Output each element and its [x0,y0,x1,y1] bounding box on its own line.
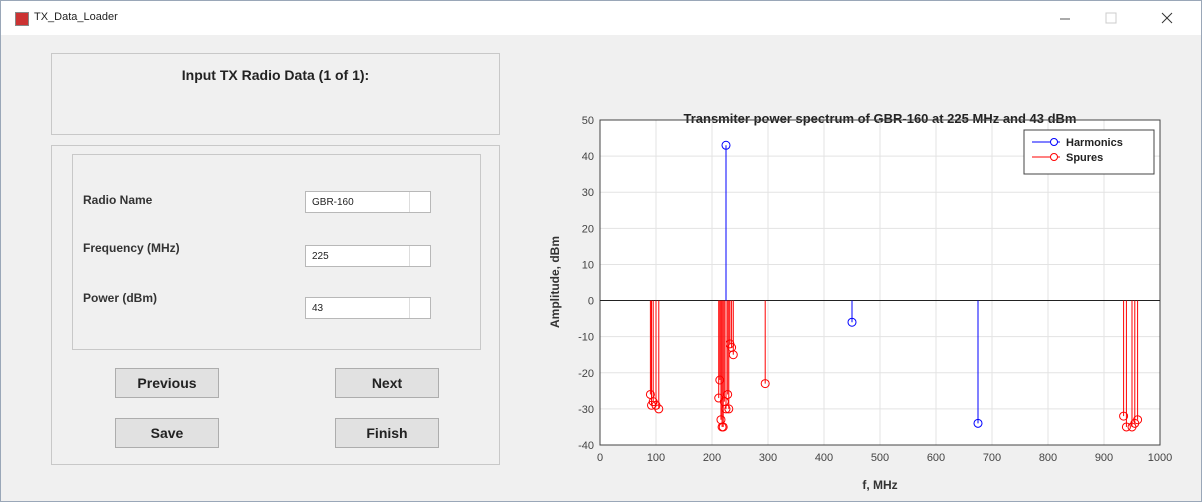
stem-marker [724,404,734,414]
legend-label: Spures [1066,152,1103,164]
save-button[interactable]: Save [115,418,219,448]
stem [721,140,731,301]
stem [847,300,857,327]
chart: Transmiter power spectrum of GBR-160 at … [548,111,1172,492]
legend-marker [1050,153,1058,161]
y-tick-label: 0 [588,296,594,308]
x-tick-label: 800 [1039,452,1057,464]
x-tick-label: 300 [759,452,777,464]
form-panel: Radio Name GBR-160 Frequency (MHz) 225 P… [51,145,500,465]
y-axis-label: Amplitude, dBm [548,236,562,328]
title-bar: TX_Data_Loader [1,1,1201,35]
dropdown[interactable]: GBR-160 [305,191,431,213]
stem-marker [727,343,737,352]
next-button[interactable]: Next [335,368,439,398]
x-tick-label: 600 [927,452,945,464]
dropdown-value: 225 [312,251,329,262]
stem-marker [721,404,731,414]
stem-marker [1119,411,1129,421]
chart-title: Transmiter power spectrum of GBR-160 at … [684,111,1077,126]
stem [1119,300,1129,421]
x-tick-label: 100 [647,452,665,464]
fields-box: Radio Name GBR-160 Frequency (MHz) 225 P… [72,154,481,350]
y-tick-label: -30 [578,404,594,416]
field-label: Radio Name [83,193,153,207]
stem [1121,300,1131,432]
y-tick-label: -10 [578,332,594,344]
stem-marker [723,389,733,399]
legend-label: Harmonics [1066,137,1123,149]
maximize-button[interactable] [1101,9,1121,27]
previous-button[interactable]: Previous [115,368,219,398]
panel-title: Input TX Radio Data (1 of 1): [181,67,370,83]
dropdown[interactable]: 43 [305,297,431,319]
stem [727,300,737,352]
stem-marker [721,140,731,150]
stem [654,300,664,414]
x-tick-label: 900 [1095,452,1113,464]
y-tick-label: 40 [582,151,594,163]
stem-marker [1133,415,1143,425]
y-tick-label: 20 [582,223,594,235]
minimize-button[interactable] [1055,9,1075,27]
dropdown[interactable]: 225 [305,245,431,267]
x-tick-label: 0 [597,452,603,464]
window-title: TX_Data_Loader [34,11,118,23]
dropdown-value: GBR-160 [312,197,354,208]
x-tick-label: 1000 [1148,452,1172,464]
stem [728,300,738,360]
y-tick-label: -40 [578,440,594,452]
y-tick-label: -20 [578,368,594,380]
x-tick-label: 500 [871,452,889,464]
stem [973,300,983,428]
stem-marker [728,350,738,360]
stem-marker [654,404,664,414]
legend-box [1023,129,1155,175]
stem-marker [1121,422,1131,432]
dropdown-value: 43 [312,303,324,314]
finish-button[interactable]: Finish [335,418,439,448]
stem-marker [973,418,983,428]
field-label: Frequency (MHz) [83,241,180,255]
x-tick-label: 400 [815,452,833,464]
axes-box [599,119,1161,446]
x-tick-label: 700 [983,452,1001,464]
y-tick-label: 30 [582,187,594,199]
header-panel: Input TX Radio Data (1 of 1): [51,53,500,135]
stem [1133,300,1143,425]
stem [760,300,770,389]
stem-marker [718,422,728,432]
app-icon [15,12,29,26]
stem-marker [760,379,770,389]
stem-marker [847,317,857,327]
field-label: Power (dBm) [83,291,158,305]
close-button[interactable] [1157,9,1177,27]
legend-marker [1050,138,1058,146]
x-axis-label: f, MHz [862,478,897,492]
y-tick-label: 10 [582,259,594,271]
y-tick-label: 50 [582,115,594,127]
x-tick-label: 200 [703,452,721,464]
